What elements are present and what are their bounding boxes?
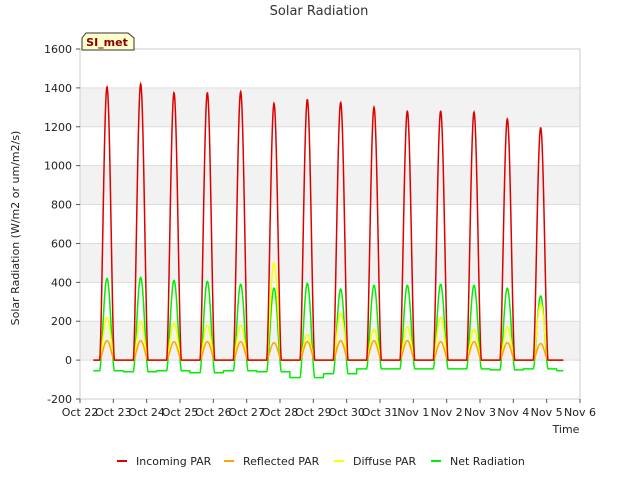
legend-label: Incoming PAR — [136, 455, 212, 468]
y-tick-label: 1200 — [44, 121, 72, 134]
x-tick-label: Nov 1 — [397, 406, 429, 419]
y-tick-label: -200 — [47, 393, 72, 406]
background-bands — [80, 49, 580, 399]
legend-label: Net Radiation — [450, 455, 525, 468]
x-tick-label: Nov 6 — [564, 406, 596, 419]
band-1 — [80, 321, 580, 361]
legend-label: Diffuse PAR — [353, 455, 417, 468]
chart-title: Solar Radiation — [270, 4, 369, 19]
x-tick-label: Oct 23 — [95, 406, 132, 419]
site-label-box: SI_met — [81, 32, 135, 51]
y-tick-label: 200 — [51, 315, 72, 328]
x-tick-label: Nov 2 — [431, 406, 463, 419]
y-tick-label: 800 — [51, 199, 72, 212]
y-tick-label: 1600 — [44, 43, 72, 56]
x-tick-label: Nov 4 — [497, 406, 529, 419]
band-6 — [80, 126, 580, 166]
series-line-net-radiation — [93, 276, 564, 379]
y-tick-label: 400 — [51, 276, 72, 289]
x-tick-label: Nov 3 — [464, 406, 496, 419]
x-tick-label: Oct 26 — [195, 406, 232, 419]
band-0 — [80, 360, 580, 399]
series-layer — [93, 81, 564, 379]
y-tick-label: 1400 — [44, 82, 72, 95]
site-label: SI_met — [86, 36, 128, 49]
y-tick-label: 0 — [65, 354, 72, 367]
band-5 — [80, 165, 580, 205]
y-axis-ticks: -200 0 200 400 600 800 1000 1200 1400 1600 — [44, 43, 80, 406]
band-3 — [80, 243, 580, 283]
y-tick-label: 1000 — [44, 160, 72, 173]
x-tick-label: Oct 28 — [262, 406, 299, 419]
x-tick-label: Oct 30 — [328, 406, 365, 419]
x-tick-label: Oct 31 — [362, 406, 399, 419]
site-label-background — [81, 32, 135, 51]
x-tick-label: Oct 24 — [128, 406, 165, 419]
x-tick-label: Oct 22 — [62, 406, 99, 419]
y-axis-title: Solar Radiation (W/m2 or um/m2/s) — [9, 131, 22, 326]
x-tick-label: Oct 25 — [162, 406, 199, 419]
plot-frame — [79, 48, 581, 400]
y-tick-label: 600 — [51, 237, 72, 250]
x-tick-label: Oct 27 — [228, 406, 265, 419]
x-axis-title: Time — [552, 423, 580, 436]
x-tick-label: Nov 5 — [531, 406, 563, 419]
x-tick-label: Oct 29 — [295, 406, 332, 419]
legend: Incoming PAR Reflected PAR Diffuse PAR Net … — [117, 455, 525, 468]
legend-label: Reflected PAR — [243, 455, 320, 468]
band-2 — [80, 282, 580, 322]
band-4 — [80, 204, 580, 244]
band-7 — [80, 87, 580, 127]
band-8 — [80, 49, 580, 88]
series-line-incoming-par — [93, 81, 564, 361]
